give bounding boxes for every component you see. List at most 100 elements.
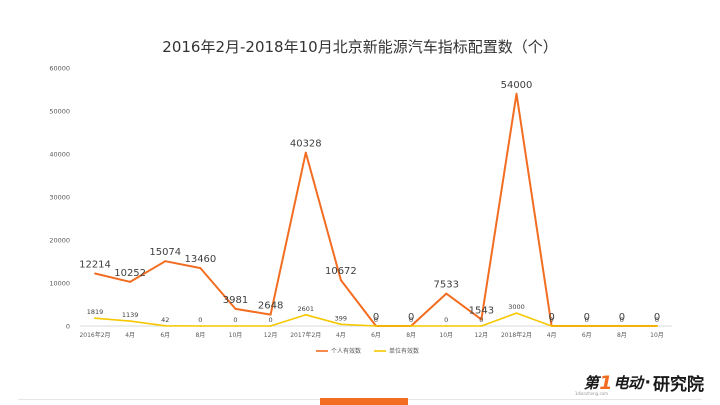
data-label: 0 <box>654 312 660 323</box>
data-label: 0 <box>233 316 237 324</box>
brand-text: 研究院 <box>653 375 704 395</box>
data-point <box>269 325 272 327</box>
data-point <box>234 307 237 310</box>
brand-logo: 第 1 电动 · 研究院 <box>583 370 704 396</box>
data-label: 0 <box>655 316 659 324</box>
data-label: 40328 <box>290 139 322 150</box>
brand-mark-2: 电动 <box>613 374 644 392</box>
data-label: 2648 <box>258 301 283 312</box>
data-label: 13460 <box>184 254 216 265</box>
data-label: 12214 <box>79 259 111 270</box>
data-point <box>550 325 553 327</box>
data-point <box>129 320 132 323</box>
data-label: 1543 <box>469 305 494 316</box>
data-label: 0 <box>444 316 448 324</box>
data-label: 0 <box>584 312 590 323</box>
brand-one: 1 <box>599 371 613 394</box>
data-point <box>94 317 96 320</box>
y-tick-label: 0 <box>66 323 70 331</box>
data-point <box>199 325 202 327</box>
data-point <box>339 323 342 326</box>
data-point <box>164 260 167 263</box>
footer-accent-bar <box>320 398 408 405</box>
legend: 个人有效数 单位有效数 <box>316 347 419 355</box>
y-tick-label: 40000 <box>49 151 70 159</box>
x-tick-label: 6月 <box>160 332 170 339</box>
y-tick-label: 30000 <box>49 194 70 202</box>
data-point <box>515 312 518 314</box>
data-label: 0 <box>550 316 554 324</box>
chart-title: 2016年2月-2018年10月北京新能源汽车指标配置数（个） <box>162 38 557 56</box>
data-point <box>445 292 448 295</box>
data-label: 0 <box>620 316 624 324</box>
data-label: 0 <box>374 316 378 324</box>
data-label: 42 <box>161 316 169 324</box>
data-label: 0 <box>585 316 589 324</box>
x-tick-label: 10月 <box>229 332 243 339</box>
x-tick-label: 12月 <box>264 332 278 339</box>
brand-dot: · <box>644 372 651 393</box>
data-point <box>445 325 448 327</box>
data-point <box>410 325 413 327</box>
data-point <box>304 313 307 316</box>
legend-label: 单位有效数 <box>389 347 419 355</box>
x-tick-label: 10月 <box>439 332 453 339</box>
data-label: 10672 <box>325 266 357 277</box>
data-label: 1819 <box>87 308 104 316</box>
legend-label: 个人有效数 <box>331 347 361 355</box>
x-tick-label: 8月 <box>406 332 416 339</box>
x-tick-label: 8月 <box>195 332 205 339</box>
data-point <box>585 325 588 327</box>
data-point <box>480 318 483 321</box>
brand-mark-1: 第 <box>583 374 599 392</box>
data-label: 0 <box>409 316 413 324</box>
data-label: 0 <box>479 316 483 324</box>
data-label: 0 <box>373 312 379 323</box>
y-tick-label: 50000 <box>49 108 70 116</box>
data-point <box>269 313 272 316</box>
x-tick-label: 8月 <box>617 332 627 339</box>
data-label: 0 <box>619 312 625 323</box>
x-tick-label: 4月 <box>336 332 346 339</box>
data-label: 1139 <box>122 311 139 319</box>
data-label: 3981 <box>223 295 248 306</box>
x-tick-label: 6月 <box>582 332 592 339</box>
data-point <box>94 272 96 275</box>
data-label: 0 <box>269 316 273 324</box>
x-tick-label: 4月 <box>547 332 557 339</box>
x-tick-label: 2018年2月 <box>501 331 532 339</box>
data-point <box>129 281 132 283</box>
data-label: 54000 <box>501 80 533 91</box>
data-point <box>375 325 377 327</box>
data-label: 2601 <box>297 305 314 313</box>
x-tick-label: 4月 <box>125 332 135 339</box>
series-line-1 <box>94 92 657 327</box>
y-axis: 0 10000 20000 30000 40000 50000 60000 <box>49 65 70 331</box>
data-label: 0 <box>548 312 554 323</box>
brand-url: 1dianzhong.com <box>574 391 608 396</box>
y-tick-label: 60000 <box>49 65 70 73</box>
data-label: 7533 <box>434 280 459 291</box>
data-label: 3000 <box>508 303 525 311</box>
data-label: 0 <box>408 312 414 323</box>
data-label: 15074 <box>149 247 181 258</box>
data-point <box>164 324 167 327</box>
y-tick-label: 20000 <box>49 237 70 245</box>
data-label: 10252 <box>114 268 146 279</box>
data-label: 399 <box>335 314 347 322</box>
data-point <box>199 267 202 270</box>
x-tick-label: 10月 <box>650 332 664 339</box>
data-point <box>234 325 237 327</box>
data-point <box>339 279 342 282</box>
data-point <box>515 92 518 95</box>
data-point <box>480 325 483 327</box>
y-tick-label: 10000 <box>49 280 70 288</box>
x-tick-label: 2016年2月 <box>79 331 110 339</box>
x-tick-label: 12月 <box>475 332 489 339</box>
x-tick-label: 2017年2月 <box>290 331 321 339</box>
data-point <box>304 151 307 154</box>
x-axis: 2016年2月 4月 6月 8月 10月 12月 2017年2月 4月 6月 8月 10月 12月 20… <box>79 325 672 339</box>
data-point <box>656 325 658 327</box>
